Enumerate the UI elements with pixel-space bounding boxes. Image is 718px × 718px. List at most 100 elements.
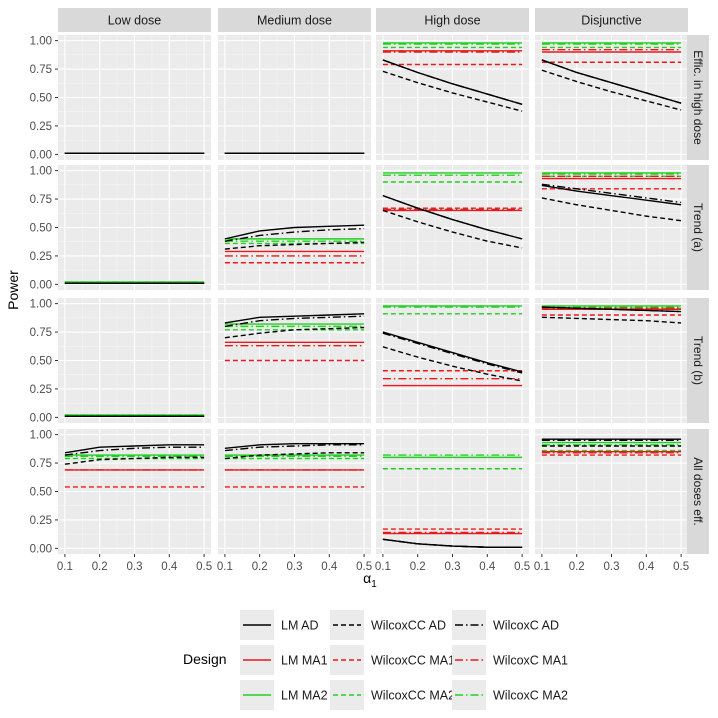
legend-label: WilcoxC MA1 [493,654,568,668]
panel [218,165,371,290]
y-tick-label: 0.25 [30,384,52,396]
labels-layer: Low dose Medium dose High dose Disjunctive E… [5,8,709,590]
series-line-wcc-ad [541,69,682,111]
y-tick-label: 0.75 [30,64,52,76]
series-line-wcc-ad [224,452,365,460]
column-strip [218,8,371,32]
column-strip-label: Low dose [108,14,162,28]
x-tick-label: 0.2 [92,561,108,573]
series-line-wc-ad [382,194,523,240]
x-axis-title: α1 [363,570,377,590]
column-strip [58,8,211,32]
x-tick-label: 0.1 [57,561,73,573]
y-tick-label: 0.25 [30,121,52,133]
x-tick-label: 0.3 [445,561,461,573]
series-line-wc-ad [541,59,682,104]
series-line-lm-ad [224,224,365,240]
row-strip [687,298,709,423]
series-line-wcc-ad [382,346,523,382]
legend: Design LM AD LM MA1 LM MA2 WilcoxCC AD Wilcox… [183,610,568,710]
y-tick-label: 0.50 [30,93,52,105]
x-tick-label: 0.2 [252,561,268,573]
y-tick-label: 0.50 [30,487,52,499]
row-strip [687,35,709,160]
panel [376,165,529,290]
row-strip [687,165,709,290]
y-tick-label: 0.75 [30,327,52,339]
panel [58,298,211,423]
y-tick-label: 0.25 [30,515,52,527]
column-strip-label: Disjunctive [581,14,641,28]
series-line-wc-ad [382,332,523,374]
y-tick-label: 1.00 [30,299,52,311]
series-line-wc-ad [64,446,205,456]
x-tick-label: 0.4 [638,561,655,573]
y-tick-label: 0.75 [30,458,52,470]
legend-label: LM AD [281,619,319,633]
series-line-wc-ad [224,444,365,452]
panel [218,298,371,423]
legend-label: WilcoxC MA2 [493,689,568,703]
legend-label: LM MA2 [281,689,328,703]
panel [376,298,529,423]
y-tick-label: 0.00 [30,543,52,555]
panel [218,35,371,160]
legend-label: WilcoxCC AD [371,619,446,633]
panel [376,35,529,160]
series-line-lm-ad [224,313,365,324]
x-tick-label: 0.3 [287,561,303,573]
x-tick-label: 0.4 [321,561,338,573]
x-tick-label: 0.3 [127,561,143,573]
series-line-wcc-ad [541,316,682,324]
y-tick-label: 0.50 [30,223,52,235]
panel [58,165,211,290]
panel [58,35,211,160]
legend-label: LM MA1 [281,654,328,668]
panel [535,165,688,290]
panel [58,429,211,554]
column-strip [535,8,688,32]
series-line-wc-ad [382,538,523,548]
series-line-wc-ad [541,183,682,204]
row-strip [687,429,709,554]
series-line-lm-ad [382,331,523,373]
y-tick-label: 0.75 [30,194,52,206]
series-line-lm-ad [224,443,365,449]
panel [535,298,688,423]
x-tick-label: 0.4 [161,561,178,573]
y-tick-label: 0.00 [30,412,52,424]
panel [535,35,688,160]
y-tick-label: 0.25 [30,251,52,263]
y-tick-label: 1.00 [30,430,52,442]
y-tick-label: 1.00 [30,36,52,48]
column-strip-label: High dose [424,14,480,28]
legend-label: WilcoxC AD [493,619,559,633]
legend-label: WilcoxCC MA1 [371,654,455,668]
series-line-lm-ad [541,184,682,206]
series-line-lm-ad [64,444,205,454]
y-tick-label: 0.00 [30,279,52,291]
x-tick-label: 0.5 [673,561,689,573]
row-strip-label: Trend (b) [691,336,705,385]
x-tick-label: 0.1 [217,561,233,573]
x-tick-label: 0.1 [534,561,550,573]
x-tick-label: 0.5 [196,561,212,573]
panels-layer [58,35,688,554]
y-tick-label: 0.00 [30,149,52,161]
y-axis-title: Power [5,270,21,310]
series-line-wcc-ad [224,326,365,339]
x-tick-label: 0.1 [375,561,391,573]
panel [535,429,688,554]
y-tick-label: 1.00 [30,166,52,178]
column-strip-label: Medium dose [257,14,332,28]
panel [376,429,529,554]
series-line-wcc-ad [64,456,205,465]
x-tick-label: 0.3 [604,561,620,573]
x-tick-label: 0.5 [356,561,372,573]
series-line-wcc-ad [382,70,523,112]
x-tick-label: 0.2 [569,561,585,573]
column-strip [376,8,529,32]
x-tick-label: 0.5 [514,561,530,573]
series-line-wcc-ad [382,209,523,249]
